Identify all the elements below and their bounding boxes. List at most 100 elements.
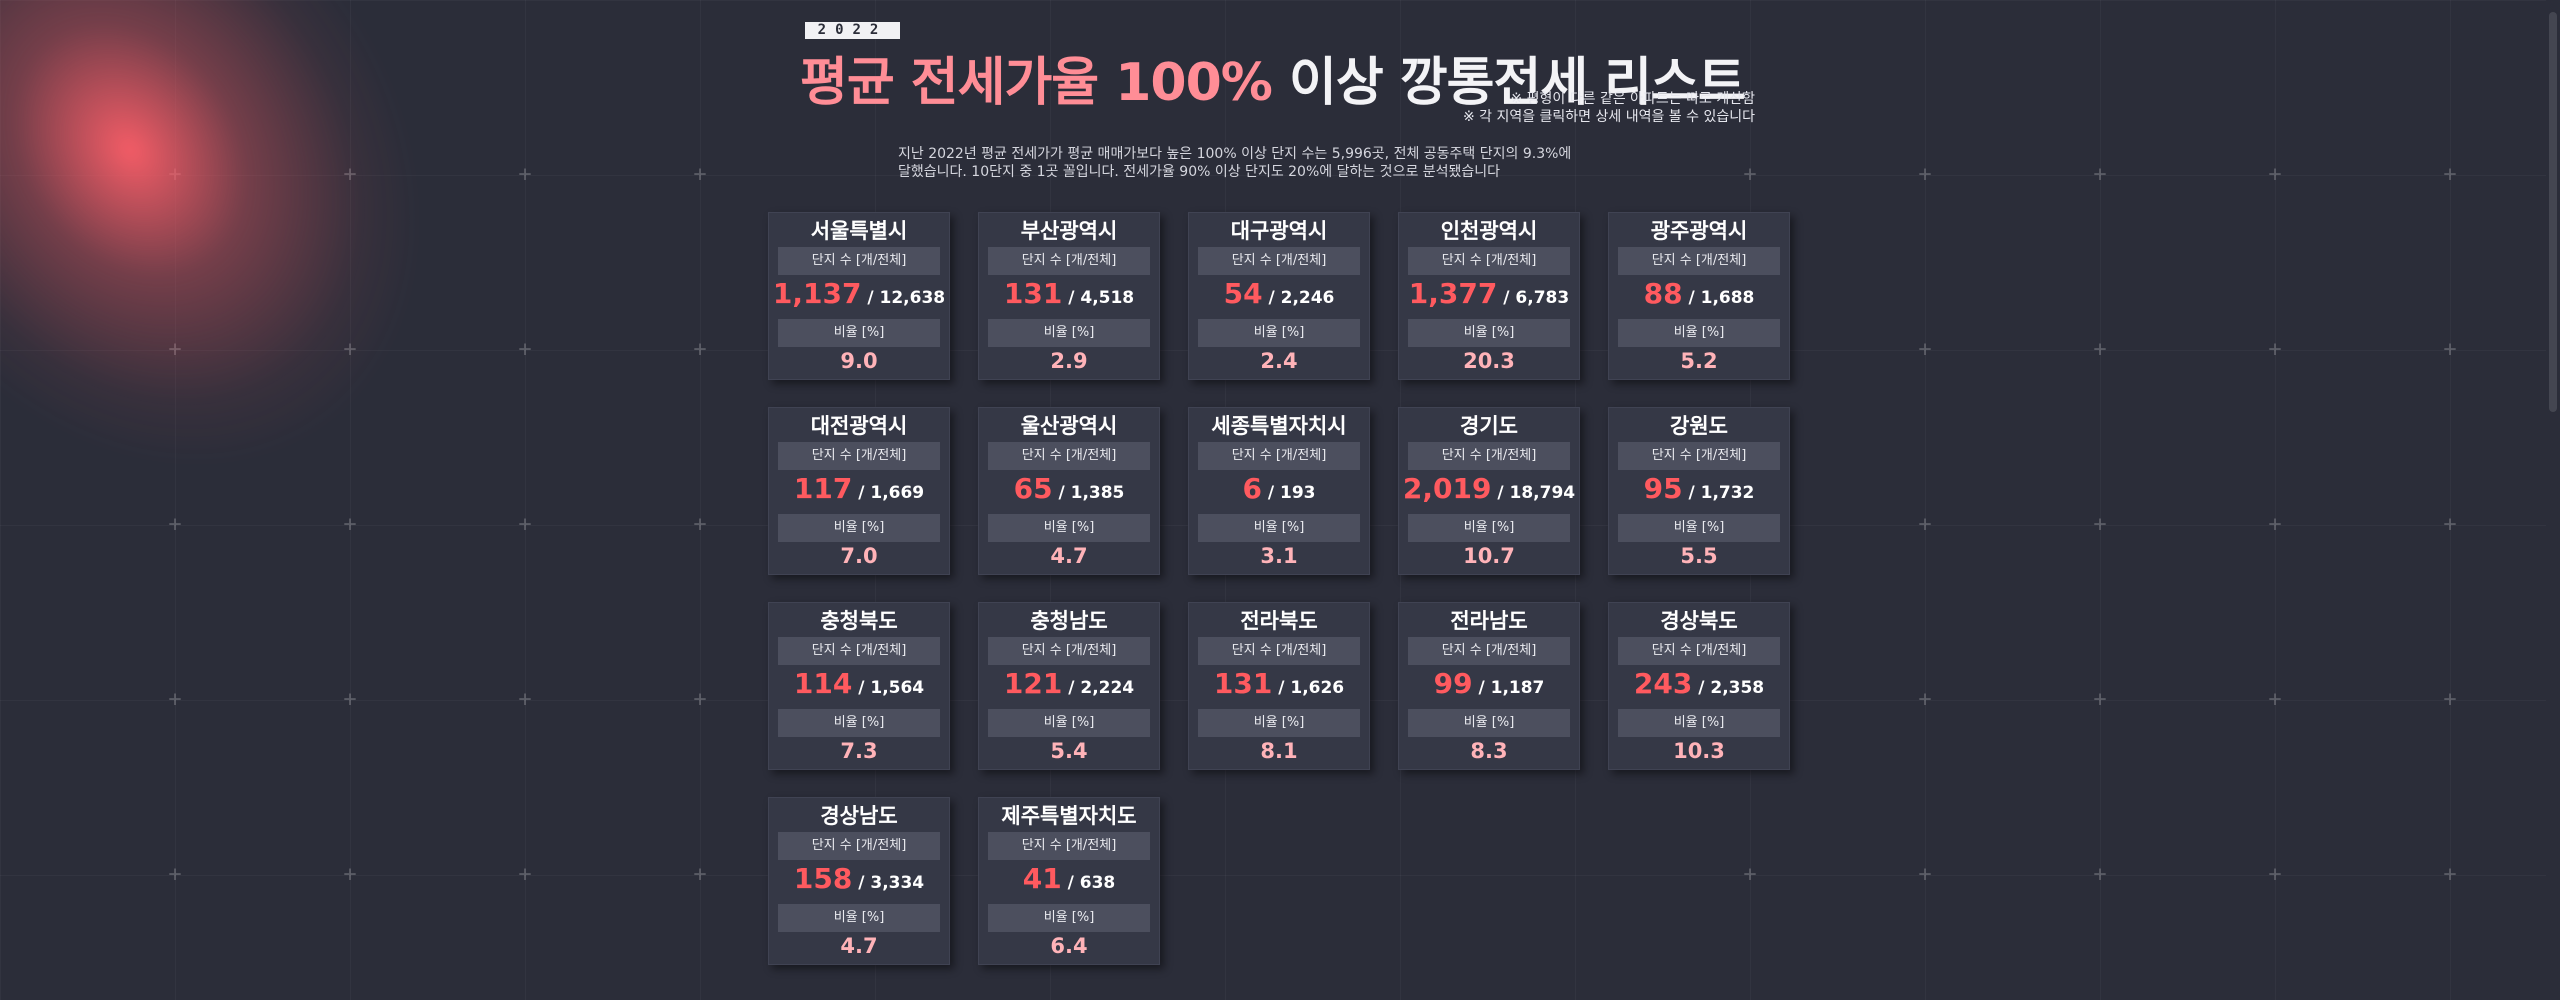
count-value: 121 / 2,224 [979,667,1159,700]
count-total: 1,626 [1290,678,1345,698]
count-separator: / [1062,678,1081,698]
ratio-label: 비율 [%] [988,319,1150,347]
ratio-value: 2.4 [1260,349,1298,373]
grid-plus-mark: + [2268,337,2282,362]
count-label: 단지 수 [개/전체] [1198,637,1360,665]
count-value: 131 / 1,626 [1189,667,1369,700]
grid-plus-mark: + [2443,862,2457,887]
region-name: 인천광역시 [1440,219,1538,243]
region-name: 강원도 [1670,414,1728,438]
count-separator: / [1052,483,1071,503]
region-card[interactable]: 광주광역시 단지 수 [개/전체] 88 / 1,688 비율 [%] 5.2 [1608,212,1790,380]
count-total: 4,518 [1080,288,1135,308]
region-name: 전라남도 [1450,609,1528,633]
grid-plus-mark: + [2443,162,2457,187]
grid-plus-mark: + [693,862,707,887]
region-card[interactable]: 세종특별자치시 단지 수 [개/전체] 6 / 193 비율 [%] 3.1 [1188,407,1370,575]
count-label: 단지 수 [개/전체] [778,442,940,470]
grid-plus-mark: + [2268,162,2282,187]
count-separator: / [1261,483,1281,503]
ratio-value: 8.3 [1470,739,1508,763]
ratio-label: 비율 [%] [988,514,1150,542]
grid-plus-mark: + [168,862,182,887]
scrollbar-thumb[interactable] [2549,12,2557,412]
region-card[interactable]: 경상남도 단지 수 [개/전체] 158 / 3,334 비율 [%] 4.7 [768,797,950,965]
grid-plus-mark: + [1918,512,1932,537]
region-card[interactable]: 충청남도 단지 수 [개/전체] 121 / 2,224 비율 [%] 5.4 [978,602,1160,770]
grid-plus-mark: + [1743,162,1757,187]
notes: ※ 평형이 다른 같은 아파트는 따로 계산함 ※ 각 지역을 클릭하면 상세 … [1463,90,1755,126]
grid-plus-mark: + [343,862,357,887]
scrollbar[interactable] [2546,0,2560,1000]
region-card[interactable]: 대구광역시 단지 수 [개/전체] 54 / 2,246 비율 [%] 2.4 [1188,212,1370,380]
region-name: 울산광역시 [1020,414,1118,438]
ratio-value: 5.4 [1050,739,1088,763]
count-value: 158 / 3,334 [769,862,949,895]
ratio-label: 비율 [%] [1618,514,1780,542]
region-card[interactable]: 부산광역시 단지 수 [개/전체] 131 / 4,518 비율 [%] 2.9 [978,212,1160,380]
page-title: 평균 전세가율 100% 이상 깡통전세 리스트 [800,40,1746,115]
region-card[interactable]: 전라북도 단지 수 [개/전체] 131 / 1,626 비율 [%] 8.1 [1188,602,1370,770]
ratio-label: 비율 [%] [778,514,940,542]
count-label: 단지 수 [개/전체] [1618,247,1780,275]
count-label: 단지 수 [개/전체] [988,832,1150,860]
count-number: 41 [1022,862,1062,895]
grid-plus-mark: + [693,512,707,537]
grid-plus-mark: + [1918,162,1932,187]
ratio-value: 10.3 [1673,739,1725,763]
count-total: 18,794 [1509,483,1576,503]
grid-plus-mark: + [2093,162,2107,187]
region-card[interactable]: 경상북도 단지 수 [개/전체] 243 / 2,358 비율 [%] 10.3 [1608,602,1790,770]
ratio-value: 7.3 [840,739,878,763]
ratio-label: 비율 [%] [988,904,1150,932]
region-card[interactable]: 울산광역시 단지 수 [개/전체] 65 / 1,385 비율 [%] 4.7 [978,407,1160,575]
count-value: 99 / 1,187 [1399,667,1579,700]
ratio-label: 비율 [%] [1618,709,1780,737]
count-total: 1,187 [1490,678,1545,698]
count-label: 단지 수 [개/전체] [1408,442,1570,470]
count-separator: / [1682,288,1701,308]
count-number: 65 [1013,472,1053,505]
page-title-accent: 평균 전세가율 100% [800,53,1273,113]
region-card[interactable]: 인천광역시 단지 수 [개/전체] 1,377 / 6,783 비율 [%] 20.3 [1398,212,1580,380]
region-card[interactable]: 서울특별시 단지 수 [개/전체] 1,137 / 12,638 비율 [%] 9.0 [768,212,950,380]
region-card[interactable]: 대전광역시 단지 수 [개/전체] 117 / 1,669 비율 [%] 7.0 [768,407,950,575]
count-separator: / [861,288,880,308]
region-name: 경상북도 [1660,609,1738,633]
ratio-value: 2.9 [1050,349,1088,373]
count-value: 117 / 1,669 [769,472,949,505]
count-label: 단지 수 [개/전체] [1198,247,1360,275]
ratio-value: 6.4 [1050,934,1088,958]
grid-plus-mark: + [518,862,532,887]
count-label: 단지 수 [개/전체] [1408,637,1570,665]
ratio-label: 비율 [%] [1408,709,1570,737]
region-card[interactable]: 충청북도 단지 수 [개/전체] 114 / 1,564 비율 [%] 7.3 [768,602,950,770]
count-label: 단지 수 [개/전체] [1618,442,1780,470]
note-line: ※ 평형이 다른 같은 아파트는 따로 계산함 [1510,91,1755,107]
region-name: 제주특별자치도 [1001,804,1137,828]
region-name: 전라북도 [1240,609,1318,633]
count-separator: / [1262,288,1281,308]
count-label: 단지 수 [개/전체] [988,637,1150,665]
count-total: 638 [1079,873,1116,893]
description: 지난 2022년 평균 전세가가 평균 매매가보다 높은 100% 이상 단지 … [898,145,1658,181]
count-value: 65 / 1,385 [979,472,1159,505]
grid-plus-mark: + [343,687,357,712]
count-value: 131 / 4,518 [979,277,1159,310]
region-card[interactable]: 경기도 단지 수 [개/전체] 2,019 / 18,794 비율 [%] 10.7 [1398,407,1580,575]
count-label: 단지 수 [개/전체] [988,442,1150,470]
region-card[interactable]: 강원도 단지 수 [개/전체] 95 / 1,732 비율 [%] 5.5 [1608,407,1790,575]
ratio-label: 비율 [%] [1198,319,1360,347]
count-number: 158 [793,862,853,895]
count-total: 6,783 [1515,288,1570,308]
count-number: 243 [1633,667,1693,700]
count-number: 117 [793,472,853,505]
grid-plus-mark: + [2443,687,2457,712]
count-separator: / [1472,678,1491,698]
count-total: 3,334 [870,873,925,893]
region-card[interactable]: 제주특별자치도 단지 수 [개/전체] 41 / 638 비율 [%] 6.4 [978,797,1160,965]
region-name: 경기도 [1460,414,1518,438]
region-name: 대구광역시 [1230,219,1328,243]
ratio-label: 비율 [%] [778,319,940,347]
